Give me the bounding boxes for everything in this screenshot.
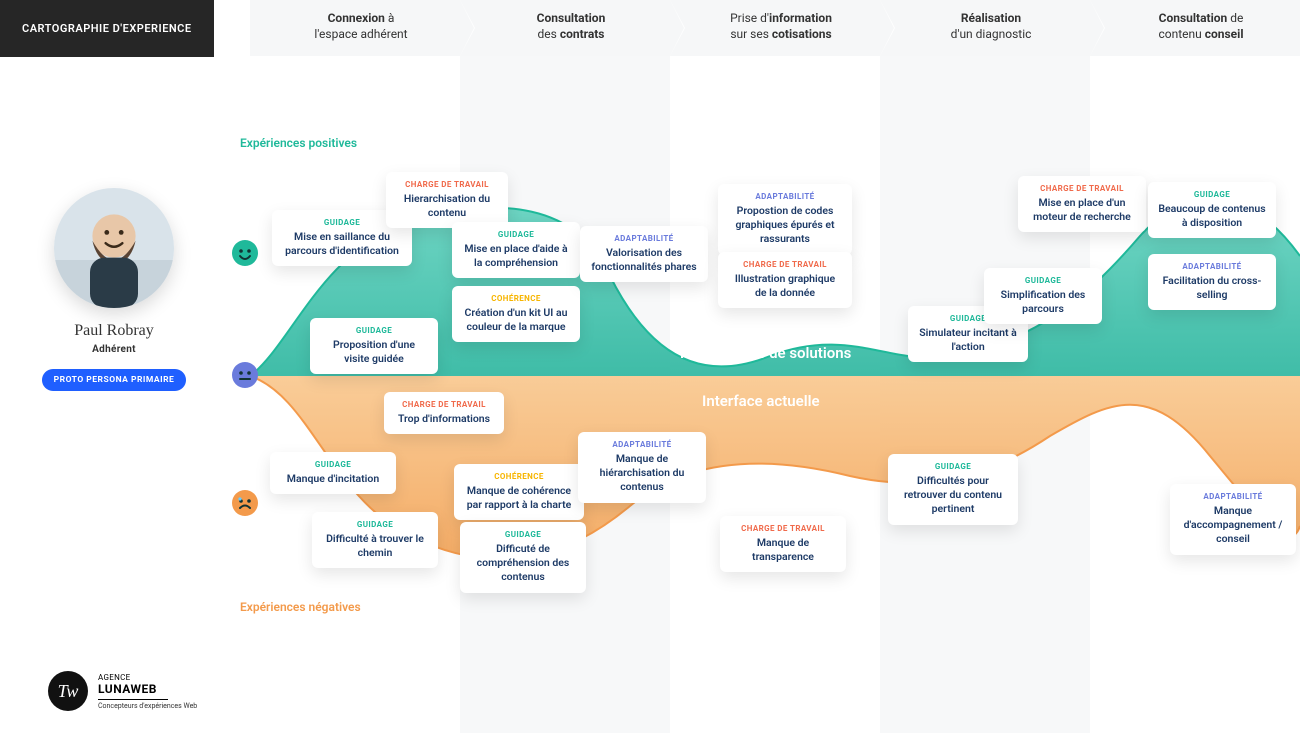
card-text: Difficuté de compréhension des contenus: [470, 542, 576, 585]
positive-card: GUIDAGE Simplification des parcours: [984, 268, 1102, 324]
card-text: Simulateur incitant à l'action: [918, 326, 1018, 354]
negative-card: CHARGE DE TRAVAIL Manque de transparence: [720, 516, 846, 572]
card-text: Manque d'accompagnement / conseil: [1180, 504, 1286, 547]
persona-role: Adhérent: [24, 344, 204, 355]
card-text: Simplification des parcours: [994, 288, 1092, 316]
logo-tagline: Concepteurs d'expériences Web: [98, 702, 197, 710]
card-tag: ADAPTABILITÉ: [590, 234, 698, 243]
positive-card: ADAPTABILITÉ Facilitation du cross-sellin…: [1148, 254, 1276, 310]
card-tag: COHÉRENCE: [462, 294, 570, 303]
card-tag: CHARGE DE TRAVAIL: [394, 400, 494, 409]
card-tag: CHARGE DE TRAVAIL: [1028, 184, 1136, 193]
card-text: Valorisation des fonctionnalités phares: [590, 246, 698, 274]
phase-row: Connexion àl'espace adhérentConsultation…: [250, 0, 1300, 56]
negative-card: GUIDAGE Manque d'incitation: [270, 452, 396, 494]
negative-card: ADAPTABILITÉ Manque d'accompagnement / co…: [1170, 484, 1296, 555]
card-tag: ADAPTABILITÉ: [588, 440, 696, 449]
persona-pill: PROTO PERSONA PRIMAIRE: [42, 369, 187, 391]
card-tag: COHÉRENCE: [464, 472, 574, 481]
card-text: Propostion de codes graphiques épurés et…: [728, 204, 842, 247]
positive-card: GUIDAGE Proposition d'une visite guidée: [310, 318, 438, 374]
phase-1: Consultationdes contrats: [460, 0, 670, 56]
negative-card: CHARGE DE TRAVAIL Trop d'informations: [384, 392, 504, 434]
logo-agency: LUNAWEB: [98, 682, 197, 696]
card-text: Difficulté à trouver le chemin: [322, 532, 428, 560]
negative-card: GUIDAGE Difficulté à trouver le chemin: [312, 512, 438, 568]
card-text: Manque d'incitation: [280, 472, 386, 486]
negative-card: GUIDAGE Difficultés pour retrouver du con…: [888, 454, 1018, 525]
solutions-wave-label: Propositions de solutions: [680, 344, 851, 362]
positive-card: GUIDAGE Beaucoup de contenus à dispositio…: [1148, 182, 1276, 238]
card-text: Beaucoup de contenus à disposition: [1158, 202, 1266, 230]
card-tag: GUIDAGE: [280, 460, 386, 469]
card-text: Proposition d'une visite guidée: [320, 338, 428, 366]
card-tag: GUIDAGE: [322, 520, 428, 529]
phase-2: Prise d'informationsur ses cotisations: [670, 0, 880, 56]
phase-3: Réalisationd'un diagnostic: [880, 0, 1090, 56]
card-text: Manque de hiérarchisation du contenus: [588, 452, 696, 495]
card-text: Trop d'informations: [394, 412, 494, 426]
negative-section-label: Expériences négatives: [240, 600, 361, 614]
card-text: Facilitation du cross-selling: [1158, 274, 1266, 302]
positive-card: COHÉRENCE Création d'un kit UI au couleur…: [452, 286, 580, 342]
positive-card: CHARGE DE TRAVAIL Mise en place d'un mote…: [1018, 176, 1146, 232]
card-tag: ADAPTABILITÉ: [1158, 262, 1266, 271]
positive-card: ADAPTABILITÉ Propostion de codes graphiqu…: [718, 184, 852, 255]
card-tag: CHARGE DE TRAVAIL: [728, 260, 842, 269]
card-text: Illustration graphique de la donnée: [728, 272, 842, 300]
footer-logo: Tw AGENCE LUNAWEB Concepteurs d'expérien…: [48, 671, 197, 711]
positive-card: GUIDAGE Mise en place d'aide à la compréh…: [452, 222, 580, 278]
card-text: Mise en place d'aide à la compréhension: [462, 242, 570, 270]
card-tag: GUIDAGE: [470, 530, 576, 539]
card-tag: ADAPTABILITÉ: [728, 192, 842, 201]
phase-0: Connexion àl'espace adhérent: [250, 0, 460, 56]
negative-card: ADAPTABILITÉ Manque de hiérarchisation du…: [578, 432, 706, 503]
card-text: Mise en saillance du parcours d'identifi…: [282, 230, 402, 258]
positive-section-label: Expériences positives: [240, 136, 357, 150]
card-tag: GUIDAGE: [994, 276, 1092, 285]
positive-card: ADAPTABILITÉ Valorisation des fonctionnal…: [580, 226, 708, 282]
card-tag: GUIDAGE: [282, 218, 402, 227]
persona: Paul Robray Adhérent PROTO PERSONA PRIMA…: [24, 188, 204, 391]
logo-agency-small: AGENCE: [98, 673, 197, 682]
card-tag: GUIDAGE: [1158, 190, 1266, 199]
card-text: Manque de transparence: [730, 536, 836, 564]
card-tag: ADAPTABILITÉ: [1180, 492, 1286, 501]
card-tag: CHARGE DE TRAVAIL: [730, 524, 836, 533]
persona-name: Paul Robray: [24, 322, 204, 340]
positive-card: CHARGE DE TRAVAIL Illustration graphique …: [718, 252, 852, 308]
card-tag: GUIDAGE: [462, 230, 570, 239]
page-title-badge: CARTOGRAPHIE D'EXPERIENCE: [0, 0, 214, 57]
negative-card: COHÉRENCE Manque de cohérence par rapport…: [454, 464, 584, 520]
emoji-sad-icon: [232, 490, 258, 516]
negative-card: GUIDAGE Difficuté de compréhension des co…: [460, 522, 586, 593]
card-text: Difficultés pour retrouver du contenu pe…: [898, 474, 1008, 517]
card-tag: GUIDAGE: [898, 462, 1008, 471]
card-text: Mise en place d'un moteur de recherche: [1028, 196, 1136, 224]
card-tag: CHARGE DE TRAVAIL: [396, 180, 498, 189]
card-text: Hierarchisation du contenu: [396, 192, 498, 220]
phase-4: Consultation decontenu conseil: [1090, 0, 1300, 56]
card-tag: GUIDAGE: [320, 326, 428, 335]
logo-mark: Tw: [48, 671, 88, 711]
avatar: [54, 188, 174, 308]
emoji-happy-icon: [232, 240, 258, 266]
card-text: Création d'un kit UI au couleur de la ma…: [462, 306, 570, 334]
current-wave-label: Interface actuelle: [702, 392, 820, 410]
emoji-neutral-icon: [232, 362, 258, 388]
card-text: Manque de cohérence par rapport à la cha…: [464, 484, 574, 512]
positive-card: CHARGE DE TRAVAIL Hierarchisation du cont…: [386, 172, 508, 228]
